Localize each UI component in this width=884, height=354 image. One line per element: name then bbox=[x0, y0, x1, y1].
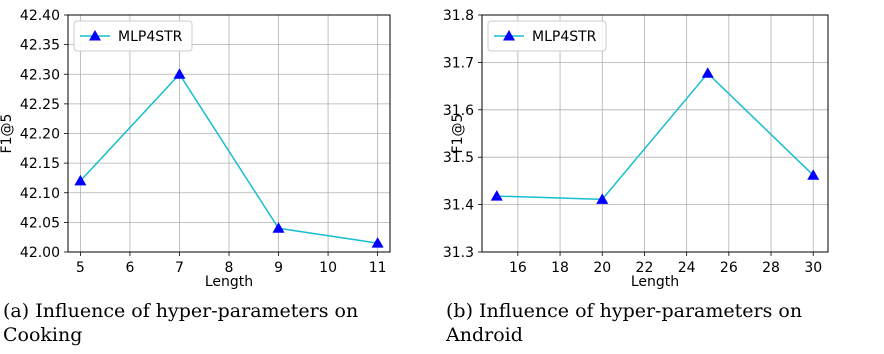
data-point-marker bbox=[490, 190, 503, 201]
y-tick-label: 31.7 bbox=[443, 55, 474, 71]
x-tick-label: 30 bbox=[804, 260, 822, 276]
plot-frame bbox=[67, 14, 391, 253]
x-tick-label: 10 bbox=[319, 260, 337, 276]
y-tick-label: 42.30 bbox=[20, 67, 60, 83]
y-axis-label: F1@5 bbox=[0, 114, 15, 154]
caption-a-line1: (a) Influence of hyper-parameters on bbox=[3, 300, 359, 322]
data-point-marker bbox=[807, 169, 820, 180]
legend-marker bbox=[503, 30, 515, 41]
figure: 5 6 7 8 9 10 11 42.00 42.05 42.10 42.15 42.20 42.25 4… bbox=[0, 8, 829, 290]
y-tick-label: 42.00 bbox=[20, 245, 60, 261]
legend-label: MLP4STR bbox=[118, 29, 183, 45]
y-tick-label: 42.05 bbox=[20, 215, 60, 231]
x-tick-label: 9 bbox=[274, 260, 283, 276]
series-line bbox=[79, 73, 378, 244]
y-tick-label: 42.25 bbox=[20, 97, 60, 113]
x-axis-label: Length bbox=[631, 274, 679, 290]
legend-box bbox=[73, 20, 193, 52]
data-point-marker bbox=[272, 222, 285, 233]
legend-marker bbox=[89, 30, 101, 41]
plot-frame bbox=[481, 14, 829, 253]
x-tick-label: 6 bbox=[125, 260, 134, 276]
x-tick-label: 26 bbox=[720, 260, 738, 276]
series-line bbox=[496, 72, 814, 201]
x-tick-label: 7 bbox=[175, 260, 184, 276]
y-tick-label: 42.35 bbox=[20, 38, 60, 54]
caption-a: (a) Influence of hyper-parameters on Coo… bbox=[3, 299, 358, 347]
y-tick-label: 31.3 bbox=[443, 245, 474, 261]
x-tick-label: 11 bbox=[369, 260, 387, 276]
chart-android: 16 18 20 22 24 26 28 30 31.3 31.4 31.5 31.6 31.7 31.8… bbox=[443, 8, 829, 290]
caption-a-line2: Cooking bbox=[3, 324, 83, 346]
data-point-marker bbox=[74, 174, 87, 186]
x-tick-label: 5 bbox=[76, 260, 85, 276]
y-tick-label: 42.20 bbox=[20, 127, 60, 143]
x-tick-label: 8 bbox=[225, 260, 234, 276]
caption-b-line1: (b) Influence of hyper-parameters on bbox=[446, 300, 803, 322]
x-axis-label: Length bbox=[205, 274, 253, 290]
y-axis-label: F1@5 bbox=[450, 114, 466, 154]
y-tick-label: 42.15 bbox=[20, 156, 60, 172]
y-tick-label: 31.6 bbox=[443, 103, 474, 119]
y-tick-label: 31.5 bbox=[443, 150, 474, 166]
x-tick-label: 24 bbox=[678, 260, 696, 276]
caption-b: (b) Influence of hyper-parameters on And… bbox=[446, 299, 802, 347]
x-tick-label: 20 bbox=[593, 260, 611, 276]
x-tick-label: 16 bbox=[509, 260, 527, 276]
y-tick-label: 42.40 bbox=[20, 8, 60, 24]
y-tick-label: 31.8 bbox=[443, 8, 474, 24]
data-point-marker bbox=[596, 193, 609, 204]
y-tick-label: 42.10 bbox=[20, 186, 60, 202]
y-tick-label: 31.4 bbox=[443, 198, 474, 214]
chart-cooking: 5 6 7 8 9 10 11 42.00 42.05 42.10 42.15 42.20 42.25 4… bbox=[0, 8, 391, 290]
x-tick-label: 22 bbox=[636, 260, 654, 276]
x-tick-label: 28 bbox=[762, 260, 780, 276]
x-tick-label: 18 bbox=[551, 260, 569, 276]
data-point-marker bbox=[701, 67, 714, 78]
legend-label: MLP4STR bbox=[532, 29, 597, 45]
legend-box bbox=[487, 20, 607, 52]
caption-b-line2: Android bbox=[446, 324, 523, 346]
data-point-marker bbox=[371, 237, 384, 248]
data-point-marker bbox=[173, 68, 186, 79]
